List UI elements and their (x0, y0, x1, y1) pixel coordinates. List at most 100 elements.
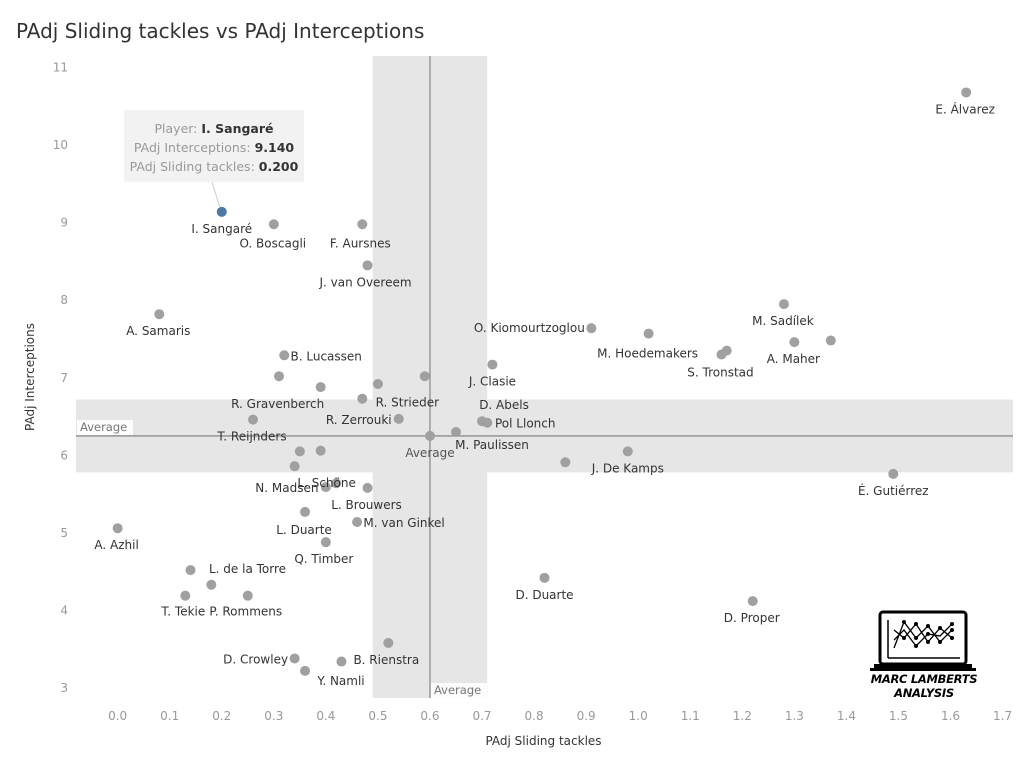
player-point[interactable] (716, 349, 727, 360)
player-label: R. Zerrouki (326, 413, 392, 427)
chart-title: PAdj Sliding tackles vs PAdj Interceptio… (16, 19, 425, 43)
x-tick-label: 0.1 (160, 709, 179, 723)
player-point[interactable] (357, 393, 368, 404)
player-label: A. Samaris (126, 324, 190, 338)
player-point[interactable] (643, 328, 654, 339)
player-label: B. Lucassen (291, 349, 362, 363)
player-point[interactable] (424, 430, 435, 441)
player-point[interactable] (154, 309, 165, 320)
player-point[interactable] (362, 482, 373, 493)
logo-text: MARC LAMBERTS ANALYSIS (870, 672, 978, 700)
player-point[interactable] (206, 579, 217, 590)
player-point[interactable] (372, 378, 383, 389)
y-tick-label: 7 (60, 371, 68, 385)
player-point[interactable] (393, 413, 404, 424)
tooltip-player-label: Player: (154, 121, 198, 136)
player-label: M. Paulissen (455, 438, 529, 452)
player-point[interactable] (747, 596, 758, 607)
x-tick-label: 0.7 (472, 709, 491, 723)
highlighted-player-point[interactable] (216, 206, 227, 217)
player-point[interactable] (487, 359, 498, 370)
player-label: D. Duarte (515, 588, 573, 602)
tooltip-tackles-label: PAdj Sliding tackles: (129, 159, 255, 174)
x-tick-label: 0.4 (316, 709, 335, 723)
player-point[interactable] (315, 445, 326, 456)
player-point[interactable] (247, 414, 258, 425)
player-point[interactable] (778, 299, 789, 310)
player-point[interactable] (451, 427, 462, 438)
tooltip-player-value: I. Sangaré (201, 121, 274, 136)
player-point[interactable] (320, 537, 331, 548)
player-point[interactable] (289, 461, 300, 472)
player-label: P. Rommens (209, 605, 282, 619)
player-point[interactable] (294, 446, 305, 457)
y-average-label: Average (80, 420, 127, 434)
x-tick-label: 1.2 (733, 709, 752, 723)
x-tick-label: 0.8 (525, 709, 544, 723)
y-average-label-bg (77, 419, 133, 435)
y-tick-label: 3 (60, 681, 68, 695)
player-point[interactable] (383, 637, 394, 648)
player-label: Y. Namli (316, 674, 364, 688)
player-point[interactable] (320, 482, 331, 493)
tooltip-player-row: Player: I. Sangaré (124, 119, 304, 138)
tooltip: Player: I. Sangaré PAdj Interceptions: 9… (124, 110, 304, 182)
tooltip-interceptions-row: PAdj Interceptions: 9.140 (124, 138, 304, 157)
player-label: R. Gravenberch (231, 397, 324, 411)
player-label: L. Duarte (276, 523, 332, 537)
player-point[interactable] (560, 457, 571, 468)
player-label: N. Madsen (255, 481, 318, 495)
y-tick-label: 5 (60, 526, 68, 540)
player-point[interactable] (961, 87, 972, 98)
player-point[interactable] (362, 260, 373, 271)
player-label: J. van Overeem (318, 275, 411, 289)
player-point[interactable] (300, 506, 311, 517)
player-point[interactable] (279, 350, 290, 361)
player-point[interactable] (352, 516, 363, 527)
player-label: A. Maher (767, 352, 820, 366)
player-point[interactable] (825, 335, 836, 346)
player-point[interactable] (268, 219, 279, 230)
player-point[interactable] (300, 665, 311, 676)
player-point[interactable] (539, 572, 550, 583)
tooltip-interceptions-value: 9.140 (254, 140, 295, 155)
x-tick-label: 1.7 (993, 709, 1012, 723)
tooltip-tackles-row: PAdj Sliding tackles: 0.200 (124, 157, 304, 176)
player-label: Q. Timber (294, 552, 353, 566)
player-point[interactable] (331, 478, 342, 489)
player-label: O. Boscagli (239, 236, 306, 250)
player-point[interactable] (180, 590, 191, 601)
tooltip-tackles-value: 0.200 (258, 159, 299, 174)
y-tick-label: 8 (60, 293, 68, 307)
player-label: F. Aursnes (330, 236, 391, 250)
player-point[interactable] (789, 337, 800, 348)
player-label: S. Tronstad (687, 366, 753, 380)
player-point[interactable] (586, 323, 597, 334)
x-tick-label: 1.6 (941, 709, 960, 723)
player-label: R. Strieder (376, 396, 440, 410)
player-point[interactable] (622, 446, 633, 457)
player-label: D. Abels (479, 398, 529, 412)
player-point[interactable] (419, 371, 430, 382)
player-point[interactable] (185, 565, 196, 576)
player-point[interactable] (274, 371, 285, 382)
logo: MARC LAMBERTS ANALYSIS (846, 608, 1002, 700)
player-label: M. Sadílek (752, 314, 814, 328)
x-tick-label: 1.0 (629, 709, 648, 723)
y-tick-label: 6 (60, 448, 68, 462)
player-point[interactable] (888, 468, 899, 479)
player-point[interactable] (336, 656, 347, 667)
player-point[interactable] (482, 417, 493, 428)
player-point[interactable] (315, 382, 326, 393)
player-label: I. Sangaré (191, 222, 252, 236)
player-point[interactable] (357, 219, 368, 230)
tooltip-interceptions-label: PAdj Interceptions: (133, 140, 251, 155)
x-average-label: Average (434, 683, 481, 697)
player-point[interactable] (112, 523, 123, 534)
player-point[interactable] (242, 590, 253, 601)
x-average-label-bg (430, 683, 487, 698)
player-point[interactable] (289, 653, 300, 664)
x-tick-label: 0.9 (577, 709, 596, 723)
y-tick-label: 9 (60, 216, 68, 230)
